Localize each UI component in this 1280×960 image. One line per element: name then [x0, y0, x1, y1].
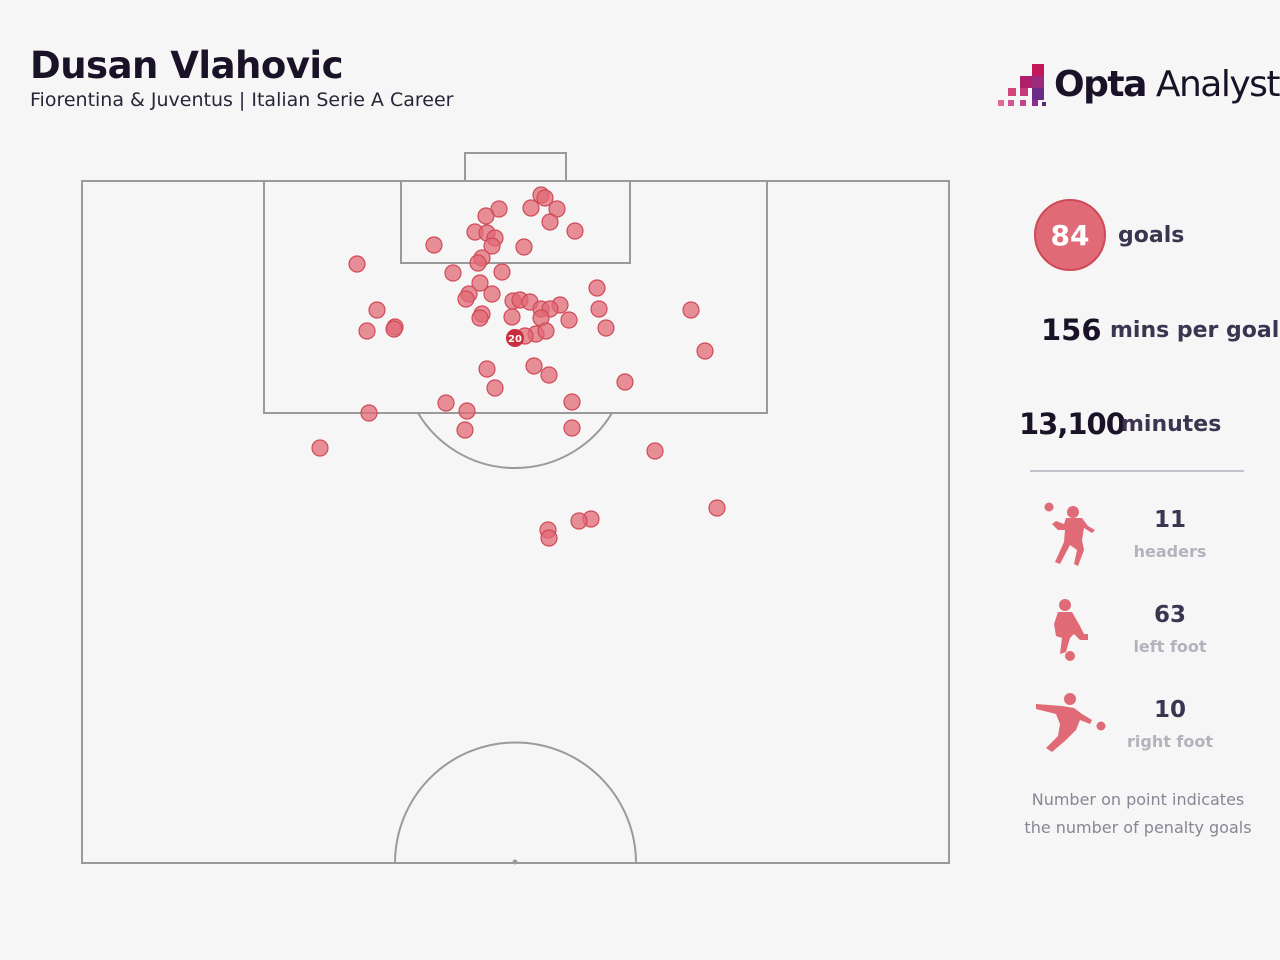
goal-point — [360, 404, 378, 422]
pitch-chart: 20 — [81, 152, 950, 865]
penalty-marker: 20 — [506, 329, 524, 347]
goal-point — [536, 189, 554, 207]
penalty-count-label: 20 — [508, 334, 522, 345]
mins-per-goal-label: mins per goal — [1110, 318, 1280, 343]
goal-point — [541, 213, 559, 231]
goal-point — [682, 301, 700, 319]
goal-point — [348, 255, 366, 273]
goals-badge: 84 — [1034, 199, 1106, 271]
goal-point — [525, 357, 543, 375]
penalty-note-line-2: the number of penalty goals — [1024, 818, 1252, 837]
goal-point — [490, 200, 508, 218]
goal-point — [486, 379, 504, 397]
goal — [464, 152, 567, 182]
goal-point — [563, 419, 581, 437]
goal-point — [540, 529, 558, 547]
penalty-dot — [506, 329, 524, 347]
goal-point — [588, 279, 606, 297]
left-foot-value: 63 — [1153, 602, 1186, 628]
goal-point — [471, 309, 489, 327]
center-spot — [512, 859, 518, 865]
goal-point — [493, 263, 511, 281]
goal-point — [537, 322, 555, 340]
goal-point — [457, 290, 475, 308]
left-foot-player-icon — [1054, 599, 1088, 661]
right-foot-label: right foot — [1126, 732, 1214, 751]
goal-point — [560, 311, 578, 329]
goal-point — [540, 366, 558, 384]
goal-point — [483, 237, 501, 255]
goal-point — [425, 236, 443, 254]
left-foot-label: left foot — [1133, 637, 1207, 656]
stats-divider — [1030, 470, 1244, 472]
headers-value: 11 — [1153, 507, 1186, 533]
goal-point — [616, 373, 634, 391]
mins-per-goal-value: 156 — [1041, 313, 1102, 347]
goal-point — [563, 393, 581, 411]
goal-point — [385, 320, 403, 338]
page-title: Dusan Vlahovic — [30, 44, 344, 87]
goal-point — [515, 238, 533, 256]
opta-analyst-logo: Opta Analyst — [996, 62, 1280, 112]
goal-point — [548, 200, 566, 218]
logo-product: Analyst — [1155, 64, 1280, 105]
page-subtitle: Fiorentina & Juventus | Italian Serie A … — [30, 89, 454, 111]
goal-point — [478, 360, 496, 378]
right-foot-value: 10 — [1153, 697, 1186, 723]
right-foot-player-icon — [1036, 693, 1106, 752]
goal-point — [708, 499, 726, 517]
penalty-arc — [417, 412, 613, 469]
headers-label: headers — [1133, 542, 1207, 561]
penalty-note: Number on point indicates the number of … — [1008, 786, 1268, 842]
goal-point — [444, 264, 462, 282]
goal-point — [477, 207, 495, 225]
opta-logo-mark-icon — [998, 64, 1046, 106]
goal-point — [358, 322, 376, 340]
goal-point — [570, 512, 588, 530]
goal-point — [368, 301, 386, 319]
goal-point — [437, 394, 455, 412]
pitch-lines — [81, 152, 950, 864]
goal-point — [456, 421, 474, 439]
pitch-boundary — [81, 180, 950, 864]
goal-point — [483, 285, 501, 303]
header-player-icon — [1044, 502, 1095, 566]
center-circle-arc — [394, 741, 637, 864]
goal-point — [471, 274, 489, 292]
goal-point — [311, 439, 329, 457]
goal-point — [522, 199, 540, 217]
goal-point — [566, 222, 584, 240]
minutes-value: 13,100 — [1019, 407, 1126, 441]
minutes-label: minutes — [1121, 412, 1222, 437]
goal-point — [469, 254, 487, 272]
goal-point — [646, 442, 664, 460]
goals-label: goals — [1118, 223, 1185, 248]
goal-point — [458, 402, 476, 420]
logo-wordmark: Opta Analyst — [1054, 64, 1280, 105]
goal-point — [503, 308, 521, 326]
goal-points — [311, 186, 726, 547]
goal-point — [597, 319, 615, 337]
goal-point — [590, 300, 608, 318]
penalty-note-line-1: Number on point indicates — [1031, 790, 1245, 809]
logo-brand: Opta — [1054, 64, 1147, 105]
goal-point — [696, 342, 714, 360]
